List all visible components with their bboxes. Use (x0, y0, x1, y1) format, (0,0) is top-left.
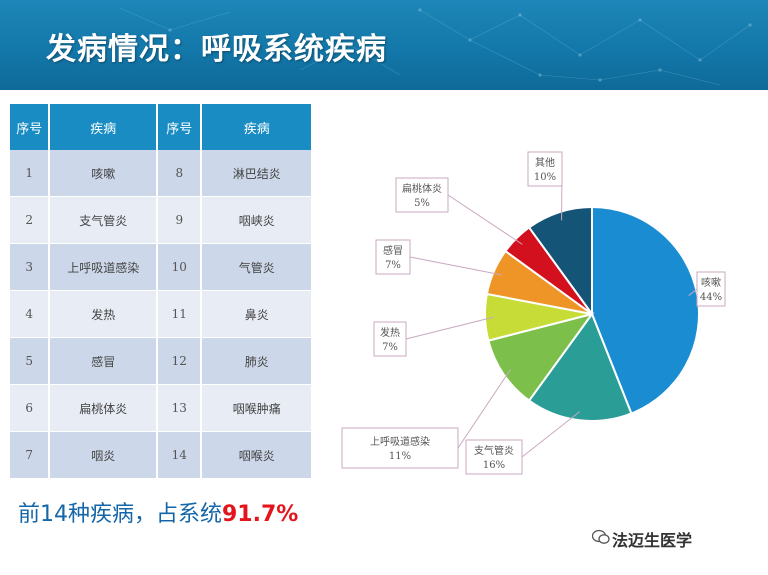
row-number-cell: 4 (10, 290, 51, 338)
row-number-cell: 14 (157, 431, 203, 479)
disease-name-cell: 肺炎 (201, 337, 313, 385)
disease-name-cell: 上呼吸道感染 (49, 243, 159, 291)
slice-label-box (395, 177, 449, 213)
slice-percent: 7% (382, 342, 398, 353)
disease-name-cell: 支气管炎 (49, 196, 159, 244)
pie-chart-svg: 咳嗽 44% 支气管炎 16% 上呼吸道感染 11% 发热 7% 感冒 7% 扁桃体炎 5% 其他 10% (341, 151, 726, 475)
disease-name-cell: 咽喉炎 (201, 431, 313, 479)
disease-table: 序号 疾病 序号 疾病 1 咳嗽 8 淋巴结炎 2 支气管炎 9 咽峡炎 3 上呼吸道感染 10 气管… (10, 104, 313, 479)
leader-line (521, 411, 580, 458)
row-number-cell: 9 (157, 196, 203, 244)
disease-name-cell: 咳嗽 (49, 150, 159, 197)
slice-percent: 11% (389, 451, 411, 462)
column-header: 疾病 (49, 104, 159, 150)
column-header: 疾病 (201, 104, 313, 150)
table-row: 3 上呼吸道感染 10 气管炎 (10, 243, 313, 291)
wechat-icon (592, 529, 610, 544)
network-decoration (119, 7, 752, 86)
row-number-cell: 6 (10, 384, 51, 432)
row-number-cell: 1 (10, 150, 51, 197)
slice-label: 上呼吸道感染 (370, 435, 430, 448)
slice-label-box (527, 151, 563, 187)
disease-name-cell: 感冒 (49, 337, 159, 385)
table-row: 1 咳嗽 8 淋巴结炎 (10, 150, 313, 197)
table-row: 7 咽炎 14 咽喉炎 (10, 431, 313, 479)
pie-slice (527, 311, 633, 422)
slice-label-box (696, 271, 726, 307)
disease-name-cell: 发热 (49, 290, 159, 338)
row-number-cell: 11 (157, 290, 203, 338)
disease-name-cell: 鼻炎 (201, 290, 313, 338)
pie-slice (487, 312, 595, 402)
summary-prefix: 前14种疾病，占系统 (18, 502, 222, 527)
slice-percent: 10% (534, 172, 556, 183)
table-row: 6 扁桃体炎 13 咽喉肿痛 (10, 384, 313, 432)
leader-line (457, 369, 511, 449)
pie-slice (527, 205, 593, 318)
slice-label-box (465, 439, 523, 475)
slice-percent: 44% (700, 292, 722, 303)
column-header: 序号 (10, 104, 51, 150)
leader-line (409, 256, 502, 276)
slice-label: 其他 (535, 156, 555, 169)
slice-label-box (375, 239, 411, 275)
row-number-cell: 7 (10, 431, 51, 479)
table-row: 2 支气管炎 9 咽峡炎 (10, 196, 313, 244)
row-number-cell: 2 (10, 196, 51, 244)
pie-chart: 咳嗽 44% 支气管炎 16% 上呼吸道感染 11% 发热 7% 感冒 7% 扁桃体炎 5% 其他 10% (330, 96, 760, 526)
slice-label: 感冒 (383, 244, 403, 257)
slice-label: 支气管炎 (474, 444, 514, 457)
row-number-cell: 5 (10, 337, 51, 385)
watermark-text: 法迈生医学 (612, 531, 693, 550)
row-number-cell: 3 (10, 243, 51, 291)
slice-percent: 7% (385, 260, 401, 271)
slice-percent: 5% (414, 198, 430, 209)
leader-line (688, 288, 698, 296)
row-number-cell: 8 (157, 150, 203, 197)
page-title: 发病情况：呼吸系统疾病 (46, 32, 387, 67)
slice-label: 扁桃体炎 (402, 182, 442, 195)
disease-name-cell: 气管炎 (201, 243, 313, 291)
disease-name-cell: 淋巴结炎 (201, 150, 313, 197)
leader-line (405, 316, 494, 340)
table-row: 4 发热 11 鼻炎 (10, 290, 313, 338)
slice-label-box (341, 427, 459, 469)
row-number-cell: 12 (157, 337, 203, 385)
summary-text: 前14种疾病，占系统91.7% (18, 496, 298, 528)
disease-name-cell: 扁桃体炎 (49, 384, 159, 432)
row-number-cell: 10 (157, 243, 203, 291)
slice-percent: 16% (483, 460, 505, 471)
summary-percent: 91.7% (222, 502, 299, 527)
row-number-cell: 13 (157, 384, 203, 432)
slice-label: 发热 (380, 326, 400, 339)
table-row: 5 感冒 12 肺炎 (10, 337, 313, 385)
disease-name-cell: 咽峡炎 (201, 196, 313, 244)
table-header-row: 序号 疾病 序号 疾病 (10, 104, 313, 150)
slice-label-box (373, 321, 407, 357)
disease-name-cell: 咽炎 (49, 431, 159, 479)
disease-name-cell: 咽喉肿痛 (201, 384, 313, 432)
leader-line (447, 194, 523, 245)
column-header: 序号 (157, 104, 203, 150)
slice-label: 咳嗽 (701, 276, 721, 289)
title-banner: 发病情况：呼吸系统疾病 (0, 0, 768, 90)
